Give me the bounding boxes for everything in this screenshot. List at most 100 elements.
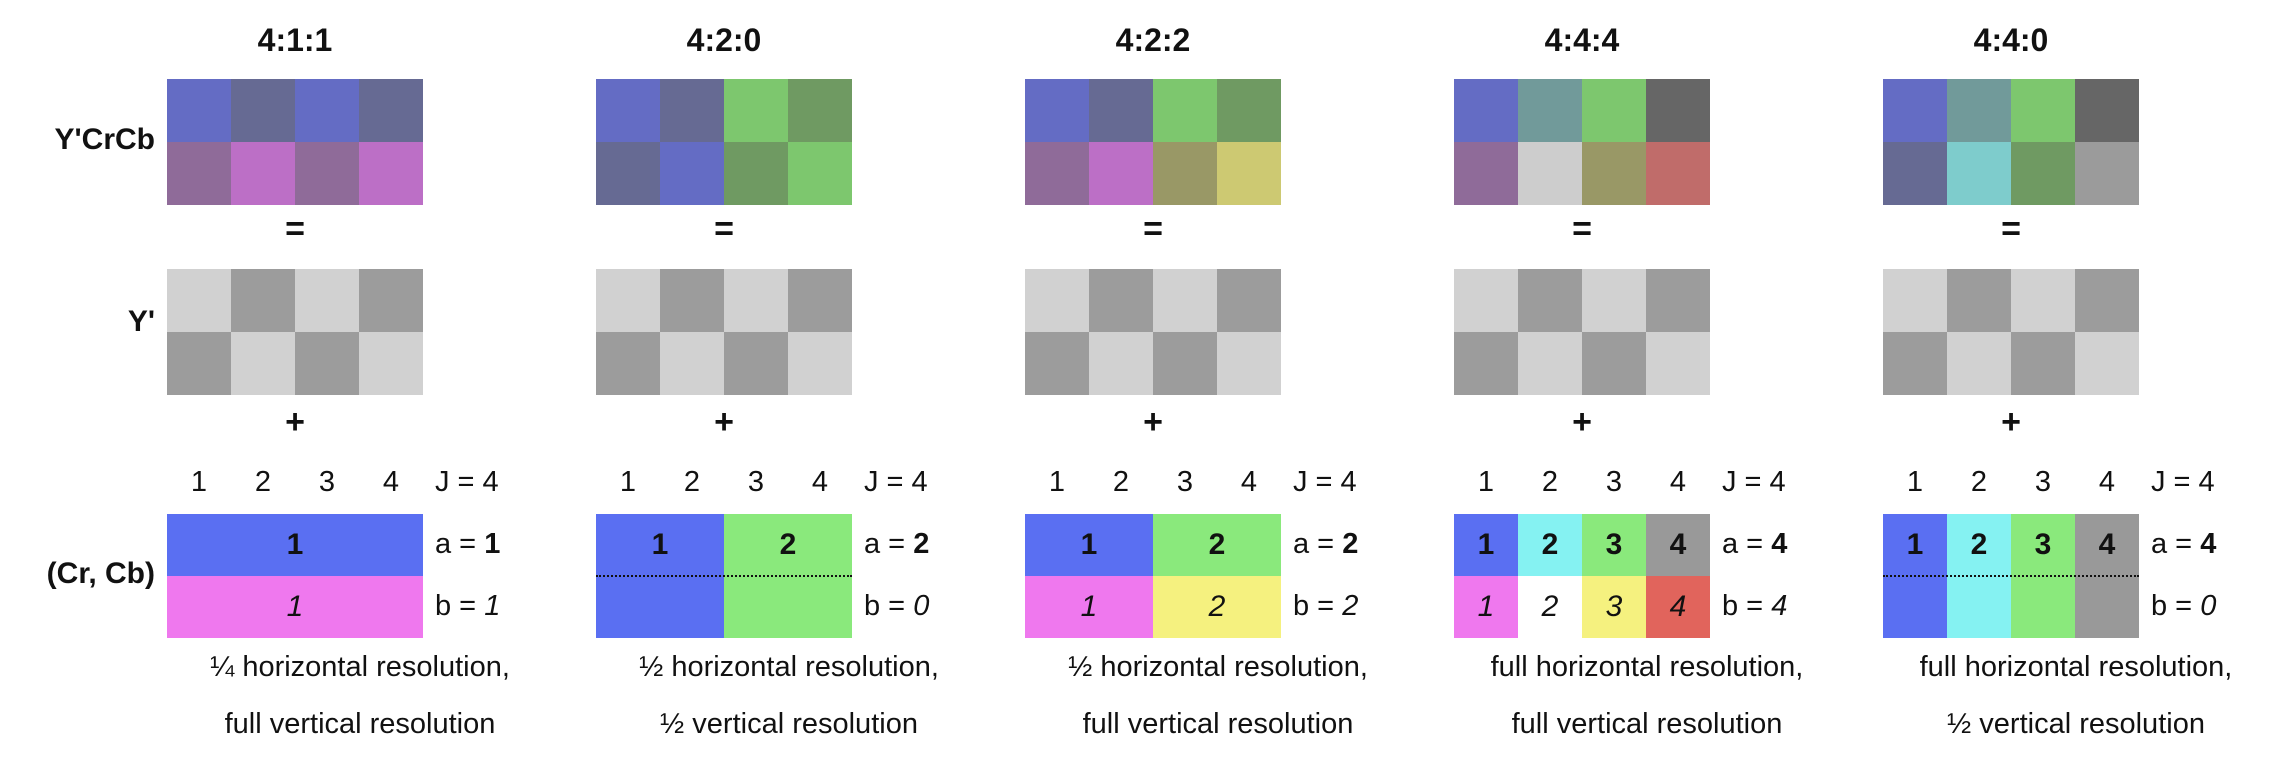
ycrcb-cell bbox=[295, 79, 359, 142]
scheme-title: 4:1:1 bbox=[257, 22, 333, 58]
resolution-caption-line2: full vertical resolution bbox=[1511, 708, 1783, 740]
a-value: 2 bbox=[1342, 528, 1359, 560]
resolution-caption-line2: ½ vertical resolution bbox=[1947, 708, 2205, 740]
scheme-title: 4:4:4 bbox=[1544, 22, 1620, 58]
sample-index: 3 bbox=[318, 466, 336, 498]
sample-index: 3 bbox=[747, 466, 765, 498]
ycrcb-cell bbox=[1217, 142, 1281, 205]
luma-cell bbox=[1646, 332, 1710, 395]
sample-index: 4 bbox=[1669, 466, 1687, 498]
ycrcb-block bbox=[1025, 79, 1281, 205]
ycrcb-cell bbox=[1089, 142, 1153, 205]
b-equation-label: b = 1 bbox=[435, 590, 501, 622]
sample-index: 2 bbox=[1970, 466, 1988, 498]
sample-index: 4 bbox=[811, 466, 829, 498]
b-value: 2 bbox=[1342, 590, 1359, 622]
ycrcb-cell bbox=[724, 142, 788, 205]
luma-cell bbox=[167, 269, 231, 332]
luma-block bbox=[1025, 269, 1281, 395]
chroma-sample-number: 1 bbox=[1080, 590, 1098, 623]
luma-cell bbox=[2011, 269, 2075, 332]
chroma-cell: 1 bbox=[167, 514, 423, 576]
ycrcb-cell bbox=[788, 142, 852, 205]
a-equation-label: a = 4 bbox=[1722, 528, 1788, 560]
ycrcb-cell bbox=[2011, 79, 2075, 142]
luma-cell bbox=[660, 269, 724, 332]
a-equation-label: a = 1 bbox=[435, 528, 501, 560]
ycrcb-cell bbox=[1518, 79, 1582, 142]
sample-index: 2 bbox=[1112, 466, 1130, 498]
luma-cell bbox=[1153, 269, 1217, 332]
a-equation-label: a = 2 bbox=[1293, 528, 1359, 560]
luma-cell bbox=[359, 332, 423, 395]
plus-operator: + bbox=[285, 403, 305, 441]
luma-cell bbox=[596, 332, 660, 395]
ycrcb-cell bbox=[1025, 79, 1089, 142]
sample-index: 4 bbox=[2098, 466, 2116, 498]
b-value: 4 bbox=[1771, 590, 1788, 622]
ycrcb-cell bbox=[1518, 142, 1582, 205]
sample-index-row: 1 2 3 4 bbox=[1883, 466, 2139, 499]
ycrcb-cell bbox=[1883, 79, 1947, 142]
chroma-block: 1 2 3 4 1 2 3 4 bbox=[1454, 514, 1710, 638]
j-equation-label: J = 4 bbox=[1722, 466, 1786, 498]
ycrcb-cell bbox=[1217, 79, 1281, 142]
ycrcb-block bbox=[1883, 79, 2139, 205]
luma-cell bbox=[2075, 332, 2139, 395]
b-equation-label: b = 2 bbox=[1293, 590, 1359, 622]
ycrcb-cell bbox=[1153, 79, 1217, 142]
luma-cell bbox=[1518, 332, 1582, 395]
luma-cell bbox=[1646, 269, 1710, 332]
chroma-sample-number: 1 bbox=[1477, 590, 1495, 623]
plus-operator: + bbox=[2001, 403, 2021, 441]
luma-cell bbox=[1217, 269, 1281, 332]
luma-cell bbox=[660, 332, 724, 395]
sample-index: 1 bbox=[1906, 466, 1924, 498]
ycrcb-block bbox=[167, 79, 423, 205]
chroma-cell: 4 bbox=[1646, 514, 1710, 576]
ycrcb-cell bbox=[660, 142, 724, 205]
luma-cell bbox=[1025, 332, 1089, 395]
ycrcb-cell bbox=[231, 142, 295, 205]
row-label-ycrcb: Y'CrCb bbox=[54, 123, 155, 156]
equals-operator: = bbox=[285, 210, 305, 248]
resolution-caption-line1: full horizontal resolution, bbox=[1490, 651, 1804, 683]
ycrcb-cell bbox=[724, 79, 788, 142]
chroma-cell: 2 bbox=[1518, 576, 1582, 638]
chroma-sample-number: 2 bbox=[1208, 590, 1226, 623]
luma-cell bbox=[1454, 332, 1518, 395]
chroma-sample-number: 4 bbox=[2098, 528, 2116, 561]
luma-cell bbox=[788, 332, 852, 395]
ycrcb-cell bbox=[1582, 79, 1646, 142]
chroma-cell: 2 bbox=[1153, 514, 1281, 576]
luma-cell bbox=[1883, 332, 1947, 395]
luma-block bbox=[596, 269, 852, 395]
ycrcb-cell bbox=[2011, 142, 2075, 205]
ycrcb-cell bbox=[2075, 79, 2139, 142]
sample-index: 2 bbox=[683, 466, 701, 498]
ycrcb-cell bbox=[1025, 142, 1089, 205]
chroma-sample-number: 3 bbox=[2034, 528, 2052, 561]
chroma-sample-number: 4 bbox=[1669, 528, 1687, 561]
ycrcb-cell bbox=[1947, 79, 2011, 142]
plus-operator: + bbox=[1143, 403, 1163, 441]
chroma-sample-number: 3 bbox=[1605, 528, 1623, 561]
chroma-sample-number: 2 bbox=[1541, 528, 1559, 561]
ycrcb-block bbox=[1454, 79, 1710, 205]
ycrcb-cell bbox=[359, 79, 423, 142]
a-equation-label: a = 2 bbox=[864, 528, 930, 560]
plus-operator: + bbox=[1572, 403, 1592, 441]
luma-cell bbox=[1947, 269, 2011, 332]
b-equation-label: b = 0 bbox=[2151, 590, 2217, 622]
a-value: 1 bbox=[484, 528, 501, 560]
chroma-sample-number: 1 bbox=[651, 528, 669, 561]
row-label-luma: Y' bbox=[127, 305, 155, 338]
sample-index-row: 1 2 3 4 bbox=[1025, 466, 1281, 499]
chroma-cell: 1 bbox=[1025, 576, 1153, 638]
ycrcb-cell bbox=[1646, 79, 1710, 142]
chroma-cell: 2 bbox=[1153, 576, 1281, 638]
resolution-caption-line2: full vertical resolution bbox=[224, 708, 496, 740]
